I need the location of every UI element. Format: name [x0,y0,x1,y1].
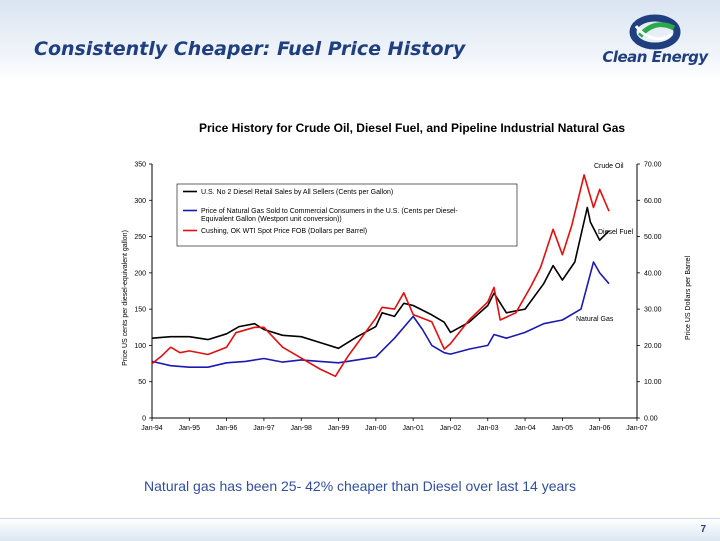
caption-text: Natural gas has been 25- 42% cheaper tha… [144,478,576,494]
footer-band [0,518,720,541]
company-logo: Clean Energy [600,14,710,74]
x-tick-label: Jan-98 [291,425,313,432]
y-tick-label-right: 30.00 [644,307,662,314]
x-tick-label: Jan-01 [402,425,424,432]
chart-svg: Price History for Crude Oil, Diesel Fuel… [122,121,692,432]
x-tick-label: Jan-96 [216,425,238,432]
x-tick-label: Jan-02 [440,425,462,432]
x-tick-label: Jan-07 [626,425,648,432]
x-tick-label: Jan-06 [589,425,611,432]
y-tick-label-left: 50 [138,379,146,386]
y-tick-label-left: 100 [134,343,146,350]
y-tick-label-right: 20.00 [644,343,662,350]
logo-mark-icon [629,14,681,50]
annotation-diesel: Diesel Fuel [598,229,633,236]
legend-label-natural-gas-line: Price of Natural Gas Sold to Commercial … [201,208,458,223]
page-number: 7 [700,524,706,535]
annotation-natural-gas: Natural Gas [576,316,614,323]
y-axis-label-left: Price US cents per diesel-equivalent gal… [122,230,129,366]
legend-label-diesel-line: U.S. No 2 Diesel Retail Sales by All Sel… [201,189,393,196]
y-tick-label-left: 0 [142,416,146,423]
series-crude-oil-line [151,174,610,378]
y-tick-label-left: 350 [134,162,146,169]
y-tick-label-left: 300 [134,198,146,205]
y-tick-label-right: 50.00 [644,234,662,241]
x-tick-label: Jan-04 [514,425,536,432]
legend-label-crude-oil-line: Cushing, OK WTI Spot Price FOB (Dollars … [201,228,367,235]
header-band [0,0,720,80]
y-tick-label-left: 200 [134,270,146,277]
y-tick-label-left: 150 [134,307,146,314]
x-tick-label: Jan-03 [477,425,499,432]
series-natural-gas-line [151,261,610,368]
x-tick-label: Jan-00 [365,425,387,432]
y-tick-label-left: 250 [134,234,146,241]
x-tick-label: Jan-94 [141,425,163,432]
logo-text: Clean Energy [602,48,708,66]
y-tick-label-right: 60.00 [644,198,662,205]
y-tick-label-right: 0.00 [644,416,658,423]
y-tick-label-right: 70.00 [644,162,662,169]
page-title: Consistently Cheaper: Fuel Price History [34,38,466,60]
x-tick-label: Jan-95 [179,425,201,432]
chart-title: Price History for Crude Oil, Diesel Fuel… [199,121,625,135]
chart-container: Price History for Crude Oil, Diesel Fuel… [112,118,702,438]
x-tick-label: Jan-97 [253,425,275,432]
chart-legend: U.S. No 2 Diesel Retail Sales by All Sel… [176,183,518,247]
y-axis-label-right: Price US Dollars per Barrel [685,256,692,340]
x-tick-label: Jan-05 [552,425,574,432]
y-tick-label-right: 40.00 [644,270,662,277]
y-tick-label-right: 10.00 [644,379,662,386]
annotation-crude-oil: Crude Oil [594,163,624,170]
x-tick-label: Jan-99 [328,425,350,432]
legend-box [176,183,518,247]
